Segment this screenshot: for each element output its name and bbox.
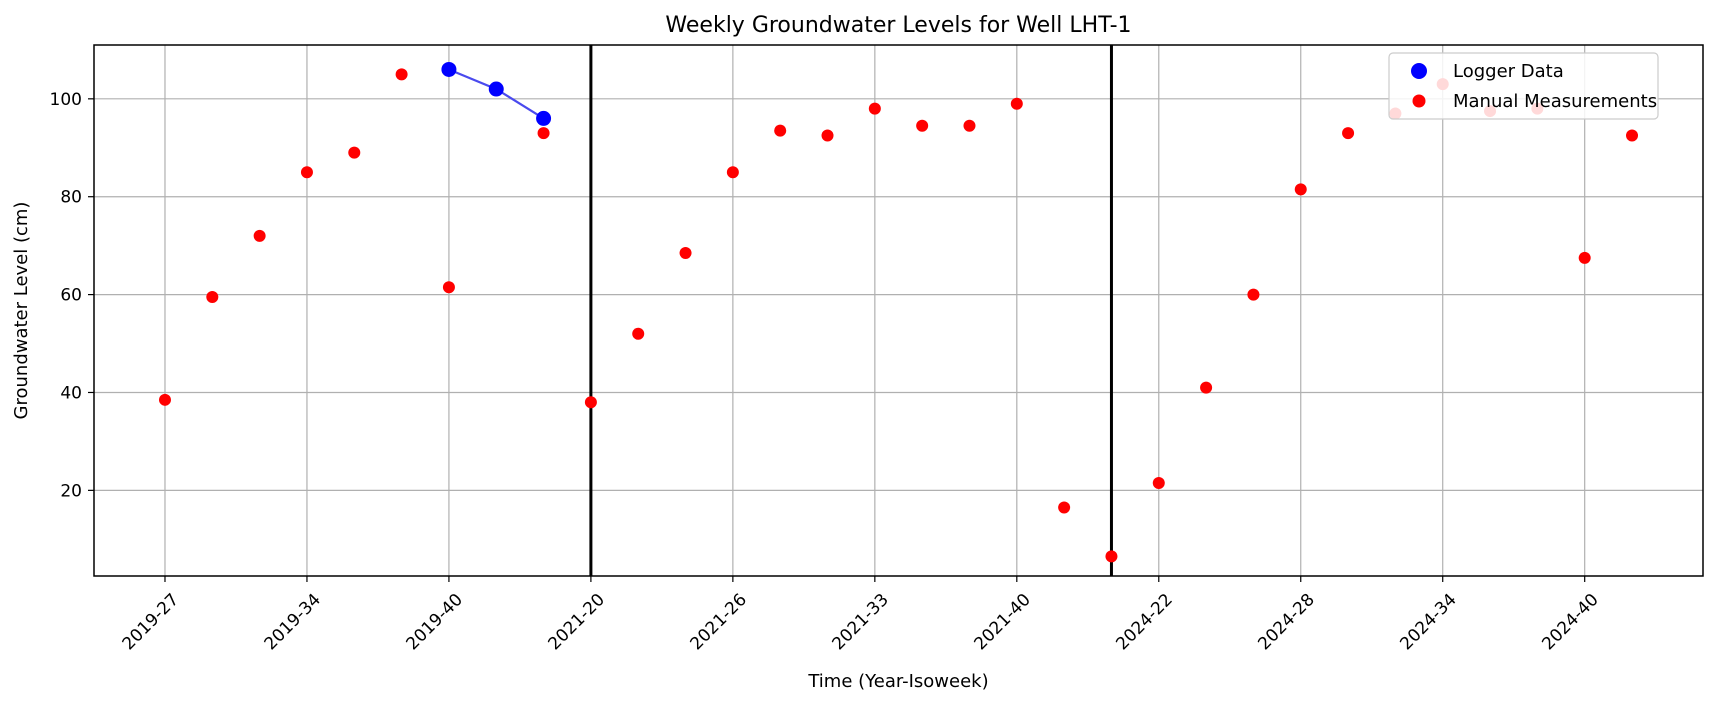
manual-measurement-point (253, 229, 266, 242)
manual-measurement-point (1152, 477, 1165, 490)
manual-measurement-point (1626, 129, 1639, 142)
manual-measurement-point (916, 119, 929, 132)
manual-measurement-point (158, 393, 171, 406)
plot-frame (93, 44, 1704, 577)
y-tick-label: 100 (50, 90, 82, 110)
manual-measurement-point (774, 124, 787, 137)
manual-measurement-point (584, 396, 597, 409)
manual-measurement-point (1010, 97, 1023, 110)
legend: Logger Data Manual Measurements (1388, 52, 1659, 120)
manual-measurement-point (821, 129, 834, 142)
manual-measurement-point (442, 281, 455, 294)
y-axis-ticks: 20 40 60 80 100 (50, 90, 94, 501)
manual-measurement-point (1294, 183, 1307, 196)
manual-measurement-point (537, 127, 550, 140)
manual-measurement-point (1200, 381, 1213, 394)
logger-data-point (536, 110, 552, 126)
manual-measurement-point (963, 119, 976, 132)
legend-entry-label: Manual Measurements (1453, 91, 1657, 112)
period-separators (589, 45, 1113, 576)
manual-measurement-point (1058, 501, 1071, 514)
manual-measurement-point (726, 166, 739, 179)
y-tick-label: 80 (60, 188, 82, 208)
chart-title: Weekly Groundwater Levels for Well LHT-1 (665, 13, 1131, 38)
manual-measurement-point (632, 327, 645, 340)
manual-measurement-point (348, 146, 361, 159)
manual-measurement-point (1342, 127, 1355, 140)
manual-measurement-point (868, 102, 881, 115)
manual-measurement-point (1578, 251, 1591, 264)
legend-marker-manual (1412, 94, 1426, 108)
y-tick-label: 40 (60, 383, 82, 403)
y-tick-label: 20 (60, 481, 82, 501)
legend-marker-logger (1411, 63, 1427, 79)
manual-measurement-point (300, 166, 313, 179)
manual-measurement-point (679, 246, 692, 259)
logger-data-point (488, 81, 504, 97)
manual-measurement-point (1105, 550, 1118, 563)
legend-box (1388, 52, 1659, 120)
legend-entry-label: Logger Data (1453, 61, 1564, 82)
manual-measurement-point (206, 291, 219, 304)
manual-measurement-point (395, 68, 408, 81)
grid-lines (94, 45, 1703, 576)
y-tick-label: 60 (60, 286, 82, 306)
manual-measurement-point (1247, 288, 1260, 301)
x-axis-label: Time (Year-Isoweek) (807, 671, 988, 692)
y-axis-label: Groundwater Level (cm) (11, 202, 32, 420)
logger-data-point (441, 61, 457, 77)
